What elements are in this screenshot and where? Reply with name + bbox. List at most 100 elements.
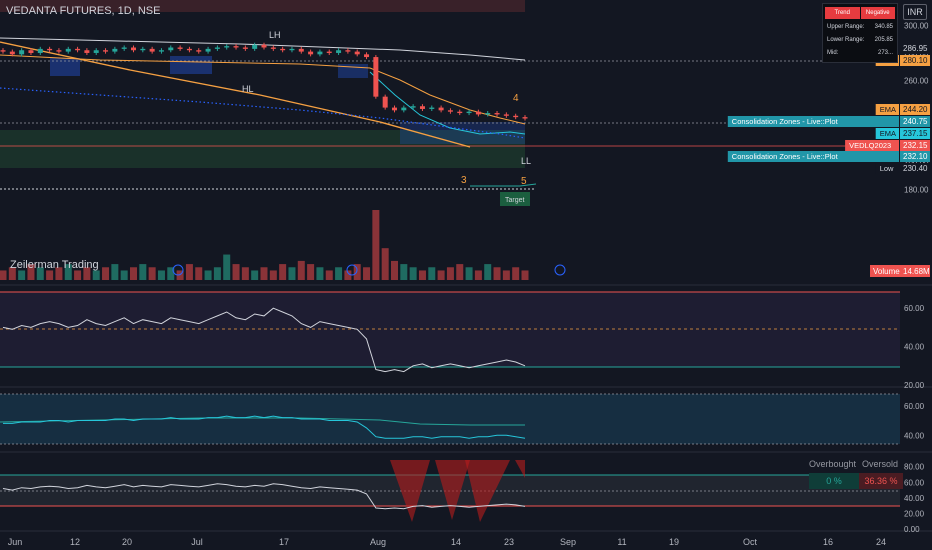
volume-bar [195, 267, 203, 280]
candle-body [47, 48, 53, 51]
candle-body [0, 50, 6, 52]
volume-bar [27, 264, 35, 280]
volume-bar [400, 264, 408, 280]
time-tick-label: 20 [122, 537, 132, 547]
arrow-marker-1[interactable] [172, 264, 184, 276]
time-tick-label: 16 [823, 537, 833, 547]
candle-body [429, 107, 435, 109]
volume-tag-bg [870, 265, 930, 277]
upper-range-value: 340.85 [874, 24, 893, 30]
candle-body [19, 50, 25, 55]
volume-bar [167, 267, 175, 280]
candle-body [131, 47, 136, 51]
candle-body [410, 106, 416, 108]
mid-label: Mid: [827, 50, 839, 56]
volume-bar [409, 267, 417, 280]
volume-bar [260, 267, 268, 280]
time-tick-label: 12 [70, 537, 80, 547]
volume-bar [55, 267, 63, 280]
trend-label: Trend [825, 7, 860, 19]
candle-body [457, 111, 463, 114]
volume-bar [36, 267, 44, 280]
candle-body [252, 44, 258, 49]
volume-indicator-label[interactable]: Zeilerman Trading [10, 259, 99, 271]
time-tick-label: Oct [743, 537, 758, 547]
candle-body [401, 107, 407, 111]
price-tag-name-bg [727, 151, 899, 162]
target-arrow [470, 183, 537, 187]
candle-body [364, 54, 370, 58]
volume-bar [185, 264, 193, 280]
price-tag-value-bg [900, 104, 930, 115]
volume-tag: Volume 14.68M [870, 265, 930, 277]
currency-button[interactable]: INR [903, 4, 927, 20]
time-tick-label: 23 [504, 537, 514, 547]
rsi-background [0, 292, 900, 367]
stochastic-line [2, 483, 526, 510]
volume-bar [307, 264, 315, 280]
candle-body [298, 48, 304, 52]
volume-bar [0, 270, 7, 280]
volume-bar [363, 267, 371, 280]
candle-body [289, 48, 295, 51]
candle-body [475, 111, 481, 115]
annotation-wave-5: 5 [521, 176, 527, 187]
volume-bar [213, 267, 221, 280]
candle-body [270, 47, 276, 49]
candle-body [177, 47, 183, 49]
volume-bar [157, 270, 165, 280]
volume-bar [353, 264, 361, 280]
price-tick-label: 260.00 [904, 76, 929, 85]
price-tag-name: Consolidation Zones - Live::Plot [732, 117, 839, 126]
ema-orange-line [0, 54, 526, 125]
candle-body [205, 48, 211, 52]
volume-bar [279, 264, 287, 280]
consolidation-zone-2 [170, 56, 212, 74]
volume-tag-value: 14.68M [903, 267, 930, 276]
volume-bar [372, 210, 380, 280]
price-tag-name-bg [845, 140, 899, 151]
price-tag-value: 244.20 [903, 105, 928, 114]
candle-body [149, 48, 155, 52]
candle-body [214, 47, 220, 49]
price-tick-label: 180.00 [904, 186, 929, 195]
candle-body [494, 113, 500, 115]
candle-body [37, 48, 43, 53]
price-tag-value-bg [900, 55, 930, 66]
oversold-label: Oversold [862, 459, 899, 469]
price-tag-name: EMA [880, 105, 896, 114]
arrow-marker-2[interactable] [346, 264, 358, 276]
annotation-lh: LH [269, 30, 281, 40]
volume-bar [493, 267, 501, 280]
upper-range-label: Upper Range: [827, 24, 865, 30]
volume-tag-label: Volume [873, 267, 900, 276]
rsi-tick-label: 60.00 [904, 304, 925, 313]
lower-range-label: Lower Range: [827, 37, 865, 43]
volume-bar [484, 264, 492, 280]
candle-body [354, 51, 360, 55]
symbol-title[interactable]: VEDANTA FUTURES, 1D, NSE [6, 5, 161, 17]
price-tag-value: 232.15 [903, 141, 928, 150]
price-tick-label: 300.00 [904, 22, 929, 31]
time-tick-label: Jun [8, 537, 23, 547]
time-tick-label: Sep [560, 537, 576, 547]
volume-bar [288, 267, 296, 280]
volume-bar [130, 267, 137, 280]
oversold-fill-1 [390, 460, 430, 522]
time-tick-label: 14 [451, 537, 461, 547]
candle-body [140, 48, 146, 51]
price-tag-value-bg [900, 128, 930, 139]
volume-bar [232, 264, 240, 280]
stochastic-tick-label: 0.00 [904, 525, 920, 534]
trendline-descending [0, 41, 471, 148]
arrow-marker-3[interactable] [554, 264, 566, 276]
volume-bar [446, 267, 454, 280]
oversold-value: 36.36 % [859, 473, 903, 489]
candle-body [419, 106, 425, 109]
oversold-fill-2 [435, 460, 470, 520]
candle-body [438, 107, 444, 111]
price-tag-value: 280.10 [903, 56, 928, 65]
volume-bar [204, 270, 212, 280]
price-tag-value: 286.95 [903, 44, 928, 53]
price-tag-name-bg [875, 128, 899, 139]
